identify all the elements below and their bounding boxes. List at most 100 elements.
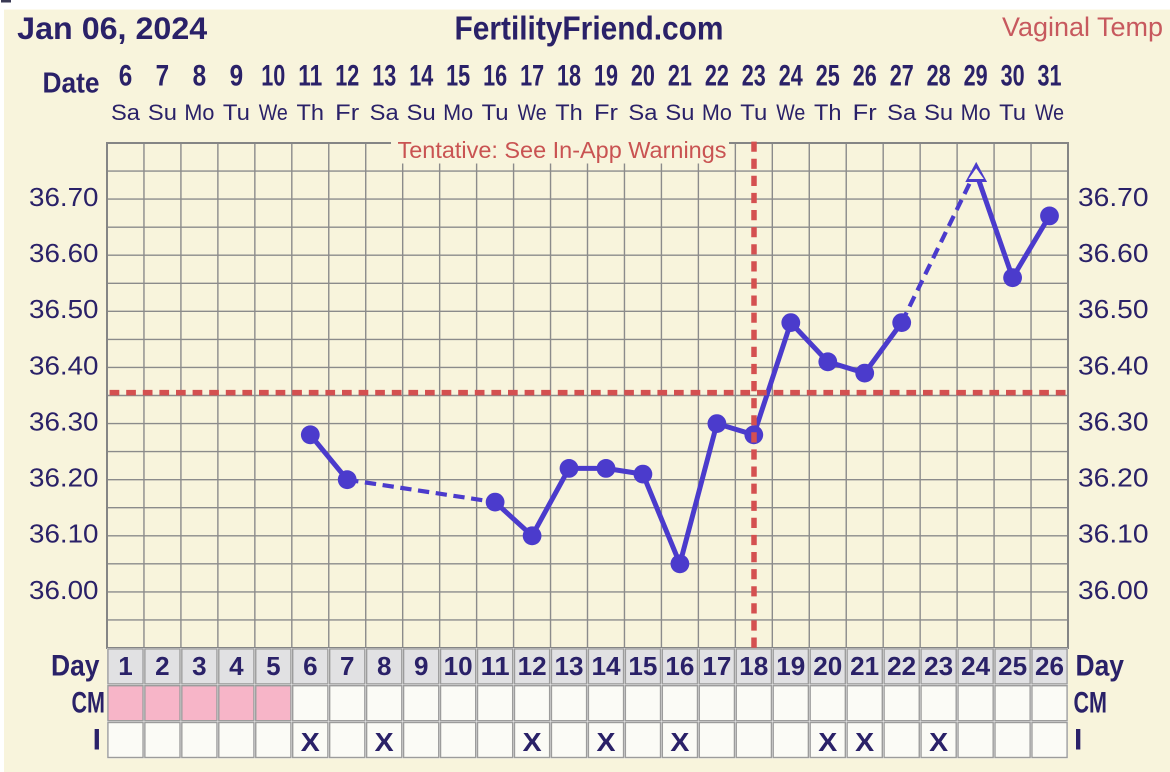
svg-text:36.20: 36.20 [1078,465,1149,493]
svg-text:Su: Su [665,100,694,125]
svg-text:20: 20 [813,651,842,681]
svg-text:22: 22 [887,651,916,681]
svg-text:CM: CM [1074,687,1108,720]
svg-text:30: 30 [1001,59,1025,92]
svg-text:12: 12 [335,59,359,92]
svg-text:Tentative: See In-App Warnings: Tentative: See In-App Warnings [398,137,727,163]
svg-text:We: We [1035,100,1064,125]
svg-text:16: 16 [483,59,507,92]
svg-text:36.30: 36.30 [1078,409,1149,437]
svg-text:36.10: 36.10 [1078,521,1149,549]
svg-text:We: We [776,100,805,125]
svg-text:Tu: Tu [223,100,250,125]
svg-text:6: 6 [303,651,317,681]
svg-text:22: 22 [705,59,729,92]
svg-text:1: 1 [118,651,132,681]
svg-text:23: 23 [742,59,766,92]
svg-text:36.60: 36.60 [1078,240,1149,268]
svg-text:6: 6 [119,59,133,92]
svg-text:CM: CM [72,687,106,720]
svg-text:Sa: Sa [628,100,658,125]
svg-text:12: 12 [518,651,547,681]
svg-text:23: 23 [924,651,953,681]
svg-text:9: 9 [414,651,428,681]
svg-text:36.50: 36.50 [29,296,99,324]
svg-text:We: We [259,100,288,125]
svg-text:X: X [597,727,617,757]
svg-text:19: 19 [776,651,805,681]
svg-text:Fr: Fr [335,100,360,125]
svg-text:17: 17 [520,59,544,92]
svg-text:19: 19 [594,59,618,92]
svg-text:24: 24 [961,651,991,681]
svg-text:15: 15 [628,651,657,681]
svg-text:10: 10 [261,59,285,92]
svg-text:X: X [375,727,395,757]
svg-text:14: 14 [592,651,622,681]
svg-text:I: I [1074,723,1082,756]
svg-text:36.30: 36.30 [29,409,99,437]
svg-text:10: 10 [444,651,473,681]
svg-text:We: We [518,100,547,125]
svg-text:7: 7 [156,59,170,92]
svg-text:36.20: 36.20 [29,465,99,493]
svg-text:36.70: 36.70 [1078,184,1149,212]
svg-text:27: 27 [890,59,914,92]
svg-text:36.50: 36.50 [1078,296,1149,324]
svg-text:Sa: Sa [111,100,141,125]
svg-text:Fr: Fr [594,100,619,125]
svg-text:Th: Th [814,100,842,125]
svg-text:8: 8 [377,651,391,681]
svg-text:36.40: 36.40 [29,352,99,380]
svg-text:8: 8 [193,59,207,92]
svg-text:Day: Day [1076,650,1125,683]
svg-text:4: 4 [229,651,244,681]
svg-text:Th: Th [555,100,583,125]
svg-text:Tu: Tu [482,100,509,125]
svg-text:Vaginal Temp: Vaginal Temp [1002,12,1163,42]
svg-text:X: X [818,727,838,757]
svg-text:14: 14 [409,59,433,92]
svg-text:Mo: Mo [184,100,214,125]
svg-text:11: 11 [481,651,510,681]
svg-text:26: 26 [1035,651,1064,681]
svg-text:X: X [523,727,543,757]
svg-text:7: 7 [340,651,354,681]
svg-text:Jan 06, 2024: Jan 06, 2024 [17,10,207,46]
svg-text:X: X [855,727,875,757]
svg-text:Su: Su [148,100,177,125]
svg-text:9: 9 [230,59,244,92]
svg-text:3: 3 [192,651,206,681]
svg-text:36.70: 36.70 [29,184,99,212]
svg-text:I: I [93,723,101,756]
svg-text:25: 25 [816,59,840,92]
svg-text:11: 11 [298,59,322,92]
svg-text:2: 2 [155,651,169,681]
svg-text:13: 13 [372,59,396,92]
svg-text:25: 25 [998,651,1027,681]
svg-text:Mo: Mo [961,100,991,125]
svg-text:36.60: 36.60 [29,240,99,268]
svg-text:X: X [670,727,690,757]
svg-text:36.00: 36.00 [1078,577,1149,605]
svg-text:16: 16 [665,651,694,681]
svg-text:24: 24 [779,59,803,92]
svg-text:Sa: Sa [887,100,917,125]
svg-text:Su: Su [924,100,953,125]
svg-text:31: 31 [1038,59,1062,92]
svg-text:36.40: 36.40 [1078,352,1149,380]
svg-text:Tu: Tu [999,100,1026,125]
svg-text:21: 21 [850,651,879,681]
svg-text:36.00: 36.00 [29,577,99,605]
svg-text:13: 13 [555,651,584,681]
svg-text:Mo: Mo [702,100,732,125]
svg-text:Tu: Tu [740,100,767,125]
svg-text:X: X [929,727,949,757]
svg-text:Su: Su [407,100,436,125]
svg-text:21: 21 [668,59,692,92]
svg-text:Mo: Mo [443,100,473,125]
svg-text:17: 17 [702,651,731,681]
svg-text:X: X [301,727,321,757]
svg-text:18: 18 [739,651,768,681]
svg-text:Date: Date [43,68,100,100]
